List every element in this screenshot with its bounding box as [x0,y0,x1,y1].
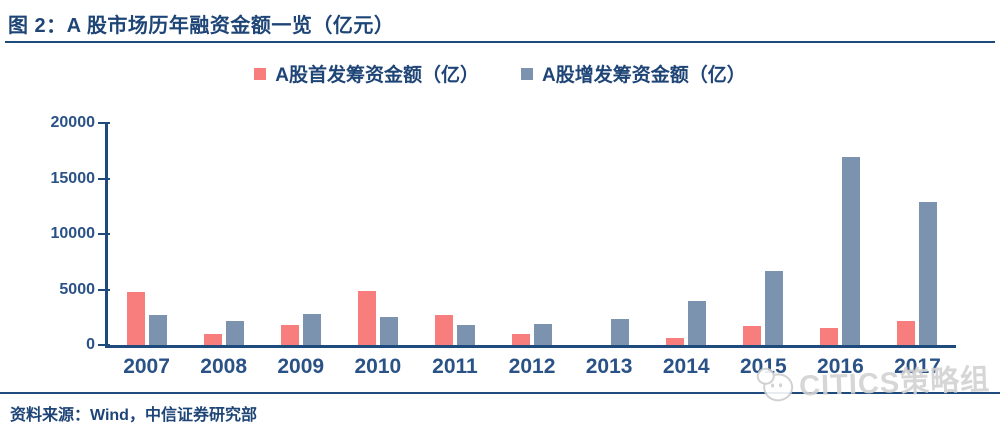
bar-group-2013: 2013 [571,123,648,378]
watermark-text: CITICS策略组 [798,363,991,403]
y-axis-tick [98,344,110,346]
source-note: 资料来源：Wind，中信证券研究部 [10,407,257,424]
bar-ipo-2010 [357,290,376,345]
x-axis-label: 2010 [354,355,402,378]
y-axis-label: 10000 [50,225,96,242]
bar-seo-2011 [456,325,475,345]
bar-ipo-2016 [820,328,839,345]
bar-group-2007: 2007 [108,123,185,378]
bar-seo-2014 [688,300,707,345]
x-axis-label: 2011 [432,355,478,378]
bar-seo-2017 [919,201,938,345]
wechat-bubbles-icon [756,367,794,402]
chart-title: 图 2：A 股市场历年融资金额一览（亿元） [8,15,395,37]
bar-ipo-2007 [126,291,145,345]
y-axis-label: 20000 [50,114,96,131]
bar-group-2017: 2017 [879,123,956,378]
bar-ipo-2008 [203,333,222,345]
bar-ipo-2015 [743,326,762,345]
y-axis-tick [98,288,110,291]
x-axis-label: 2017 [894,355,941,378]
plot-area: 2007 2008 2009 2010 2011 2012 2013 2014 2015 2016… [51,114,956,378]
y-axis-label: 0 [86,336,95,353]
chart-legend: A股首发筹资金额（亿） A股增发筹资金额（亿） [0,60,1000,87]
bar-seo-2012 [534,323,553,345]
y-axis-tick [98,177,110,180]
y-axis-label: 5000 [59,280,95,298]
legend-item-seo: A股增发筹资金额（亿） [521,60,746,87]
x-axis-label: 2013 [585,355,633,378]
y-axis-tick [98,122,110,124]
legend-label-seo: A股增发筹资金额（亿） [542,65,746,86]
y-axis-label: 15000 [50,169,96,187]
x-axis-label: 2016 [817,355,864,378]
bar-group-2014: 2014 [648,123,725,378]
bar-seo-2010 [379,317,398,345]
bar-group-2011: 2011 [416,123,493,378]
bar-ipo-2017 [897,320,916,345]
x-axis-label: 2008 [200,355,247,378]
x-axis-label: 2007 [123,355,170,378]
legend-item-ipo: A股首发筹资金额（亿） [254,60,479,87]
bar-ipo-2012 [512,333,531,345]
bar-ipo-2009 [280,325,299,345]
bar-group-2015: 2015 [725,123,802,378]
bar-group-2009: 2009 [262,123,339,378]
bar-ipo-2011 [434,315,453,345]
bar-seo-2016 [842,157,861,345]
watermark: CITICS策略组 [756,356,991,406]
legend-marker-ipo-icon [254,67,267,80]
x-axis-label: 2009 [277,355,325,378]
bars-row: 2007 2008 2009 2010 2011 2012 2013 2014 2015 2016… [108,123,956,378]
bar-seo-2013 [611,319,630,345]
bar-seo-2015 [765,270,784,345]
footer-divider [0,392,1000,394]
bar-seo-2007 [148,315,167,345]
bar-group-2008: 2008 [185,123,262,378]
bar-group-2010: 2010 [339,123,416,378]
legend-marker-seo-icon [521,67,533,80]
y-axis-tick [98,233,110,235]
x-axis-label: 2015 [739,355,787,378]
bar-group-2012: 2012 [493,123,570,378]
bar-seo-2009 [302,313,321,345]
bar-seo-2008 [225,320,244,345]
bar-group-2016: 2016 [802,123,879,378]
x-axis-label: 2012 [508,355,556,378]
bar-ipo-2014 [666,337,685,345]
legend-label-ipo: A股首发筹资金额（亿） [275,65,479,86]
x-axis-label: 2014 [662,355,710,378]
title-divider [5,41,995,43]
